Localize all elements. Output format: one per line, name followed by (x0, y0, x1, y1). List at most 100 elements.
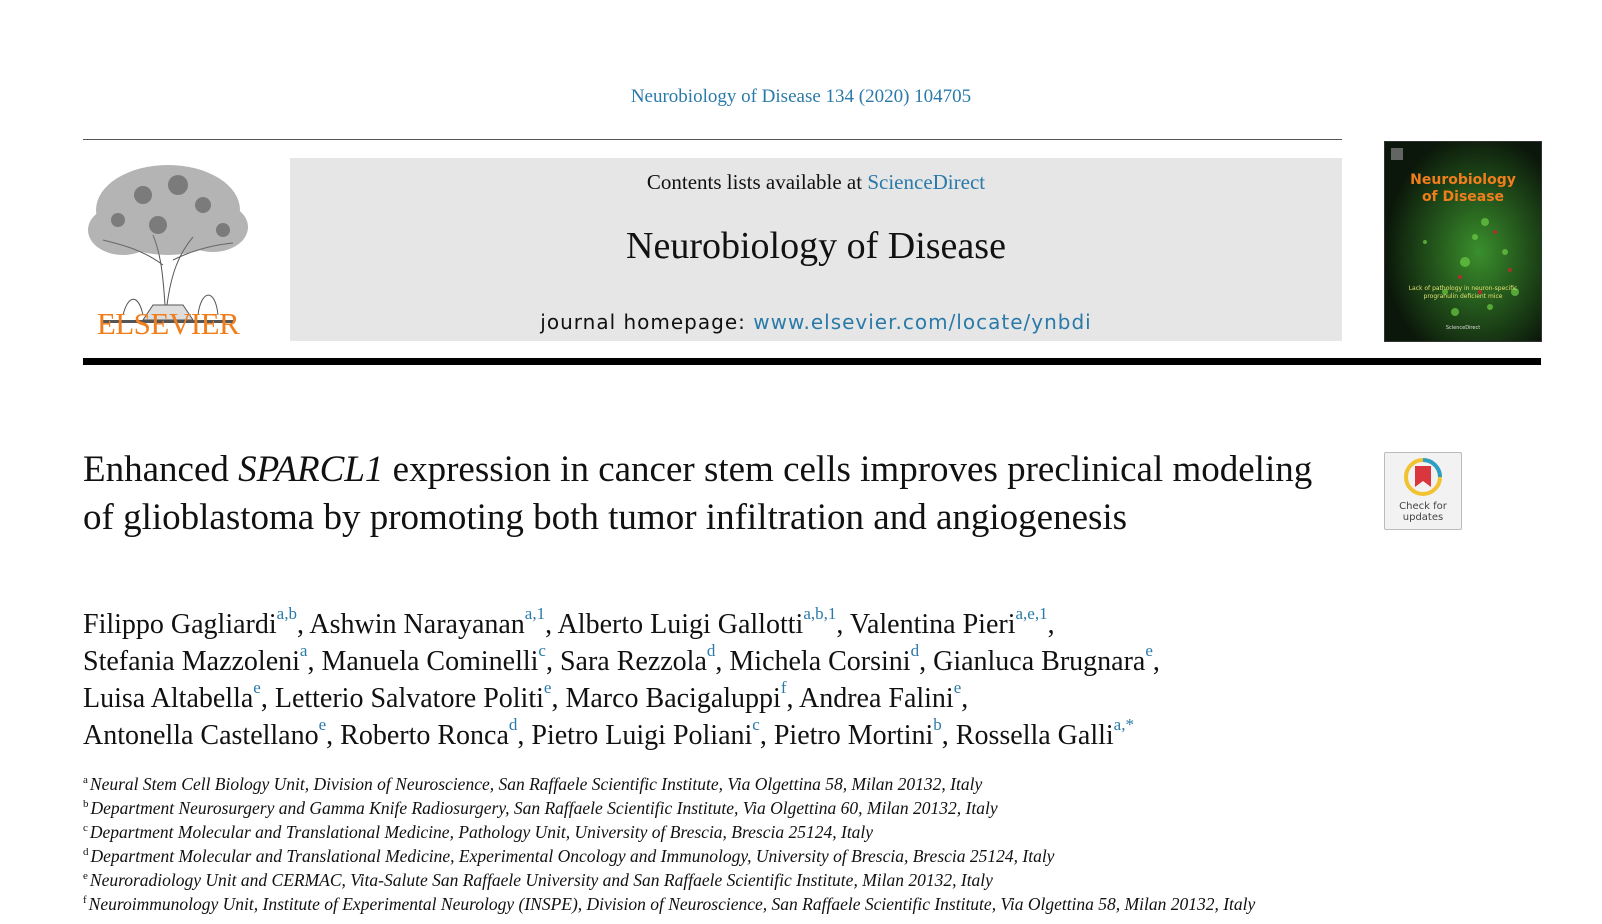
cover-title-line2: of Disease (1421, 189, 1505, 205)
contents-line: Contents lists available at ScienceDirec… (290, 170, 1342, 195)
affiliation-key: c (83, 822, 88, 835)
author-name[interactable]: Alberto Luigi Gallotti (557, 609, 804, 640)
header-rule (83, 139, 1342, 140)
author-separator: , (759, 720, 774, 751)
affiliation-item: e Neuroradiology Unit and CERMAC, Vita-Sa… (83, 868, 1383, 892)
affiliation-key: f (83, 894, 87, 907)
author-affiliation-marker[interactable]: a,1 (524, 603, 546, 623)
author-separator: , (961, 683, 969, 714)
affiliation-key: e (83, 870, 88, 883)
citation-text[interactable]: Neurobiology of Disease 134 (2020) 10470… (630, 86, 972, 107)
author-name[interactable]: Pietro Luigi Poliani (531, 720, 753, 751)
cover-subtitle: Lack of pathology in neuron-specific pro… (1408, 285, 1518, 300)
sciencedirect-link[interactable]: ScienceDirect (867, 170, 986, 194)
author-affiliation-marker[interactable]: d (508, 714, 518, 734)
author-name[interactable]: Sara Rezzola (559, 646, 707, 677)
author-affiliation-marker[interactable]: c (752, 714, 760, 734)
author-affiliation-marker[interactable]: c (538, 640, 546, 660)
author-name[interactable]: Antonella Castellano (83, 720, 319, 751)
author-separator: , (941, 720, 956, 751)
author-separator: , (296, 609, 310, 640)
author-affiliation-marker[interactable]: e (318, 714, 327, 734)
author-name[interactable]: Filippo Gagliardi (83, 609, 277, 640)
affiliation-key: b (83, 798, 89, 811)
author-name[interactable]: Luisa Altabella (83, 683, 254, 714)
elsevier-wordmark[interactable]: ELSEVIER (96, 306, 240, 341)
author-name[interactable]: Gianluca Brugnara (933, 646, 1146, 677)
author-affiliation-marker[interactable]: d (706, 640, 716, 660)
title-gene-name: SPARCL1 (238, 449, 384, 490)
affiliation-key: d (83, 846, 89, 859)
author-name[interactable]: Ashwin Narayanan (309, 609, 525, 640)
author-affiliation-marker[interactable]: b (933, 714, 942, 734)
check-for-updates-button[interactable]: Check for updates (1384, 452, 1462, 530)
author-separator: , (715, 646, 730, 677)
author-affiliation-marker[interactable]: f (780, 677, 787, 697)
homepage-link[interactable]: www.elsevier.com/locate/ynbdi (753, 310, 1092, 334)
homepage-prefix: journal homepage: (540, 310, 754, 334)
author-affiliation-marker[interactable]: e (543, 677, 552, 697)
author-separator: , (307, 646, 322, 677)
author-name[interactable]: Andrea Falini (798, 683, 954, 714)
author-affiliation-marker[interactable]: e (953, 677, 962, 697)
author-name[interactable]: Roberto Ronca (340, 720, 509, 751)
affiliation-item: f Neuroimmunology Unit, Institute of Expe… (83, 892, 1383, 916)
badge-line1: Check for (1399, 501, 1447, 512)
author-name[interactable]: Pietro Mortini (773, 720, 934, 751)
badge-line2: updates (1402, 512, 1444, 523)
author-affiliation-marker[interactable]: a,* (1113, 714, 1134, 734)
journal-cover-image[interactable]: Neurobiology of Disease Lack of patholog… (1384, 141, 1542, 342)
author-separator: , (836, 609, 850, 640)
affiliation-text: Department Molecular and Translational M… (89, 822, 874, 842)
affiliation-text: Department Molecular and Translational M… (90, 846, 1055, 866)
header-divider (83, 358, 1541, 365)
author-affiliation-marker[interactable]: d (910, 640, 920, 660)
author-separator: , (919, 646, 934, 677)
author-separator: , (551, 683, 566, 714)
author-name[interactable]: Stefania Mazzoleni (83, 646, 300, 677)
author-affiliation-marker[interactable]: a,e,1 (1015, 603, 1048, 623)
contents-prefix: Contents lists available at (646, 170, 868, 194)
author-separator: , (545, 609, 558, 640)
author-separator: , (786, 683, 799, 714)
journal-citation[interactable]: Neurobiology of Disease 134 (2020) 10470… (0, 86, 1602, 108)
author-name[interactable]: Manuela Cominelli (321, 646, 539, 677)
cover-artwork (1385, 142, 1541, 341)
affiliation-text: Neuroimmunology Unit, Institute of Exper… (88, 894, 1256, 914)
cover-title: Neurobiology of Disease (1385, 172, 1541, 206)
article-title: Enhanced SPARCL1 expression in cancer st… (83, 446, 1333, 542)
author-name[interactable]: Marco Bacigaluppi (565, 683, 781, 714)
author-list: Filippo Gagliardia,b, Ashwin Narayanana,… (83, 603, 1383, 754)
elsevier-tree-logo[interactable] (83, 155, 253, 345)
author-affiliation-marker[interactable]: e (1145, 640, 1153, 660)
affiliation-item: c Department Molecular and Translational … (83, 820, 1383, 844)
affiliation-item: a Neural Stem Cell Biology Unit, Division… (83, 772, 1383, 796)
author-name[interactable]: Letterio Salvatore Politi (274, 683, 544, 714)
author-name[interactable]: Valentina Pieri (849, 609, 1016, 640)
author-affiliation-marker[interactable]: a (299, 640, 308, 660)
author-separator: , (545, 646, 560, 677)
affiliation-item: b Department Neurosurgery and Gamma Knife… (83, 796, 1383, 820)
author-separator: , (260, 683, 275, 714)
cover-footer: ScienceDirect (1445, 325, 1481, 331)
author-name[interactable]: Rossella Galli (955, 720, 1114, 751)
check-for-updates-icon (1404, 458, 1442, 496)
check-for-updates-label: Check for updates (1385, 501, 1461, 523)
author-separator: , (517, 720, 532, 751)
author-affiliation-marker[interactable]: a,b (276, 603, 297, 623)
journal-name: Neurobiology of Disease (626, 225, 1006, 267)
author-affiliation-marker[interactable]: e (253, 677, 261, 697)
cover-title-line1: Neurobiology (1410, 172, 1516, 188)
title-part-1: Enhanced (83, 449, 239, 490)
author-name[interactable]: Michela Corsini (729, 646, 911, 677)
affiliation-text: Department Neurosurgery and Gamma Knife … (90, 798, 998, 818)
author-separator: , (326, 720, 341, 751)
affiliation-item: d Department Molecular and Translational … (83, 844, 1383, 868)
affiliation-text: Neuroradiology Unit and CERMAC, Vita-Sal… (89, 870, 993, 890)
homepage-line: journal homepage: www.elsevier.com/locat… (290, 310, 1342, 334)
journal-banner: Contents lists available at ScienceDirec… (290, 158, 1342, 341)
affiliation-key: a (83, 774, 88, 787)
author-separator: , (1047, 609, 1055, 640)
affiliation-text: Neural Stem Cell Biology Unit, Division … (89, 774, 983, 794)
author-affiliation-marker[interactable]: a,b,1 (803, 603, 837, 623)
